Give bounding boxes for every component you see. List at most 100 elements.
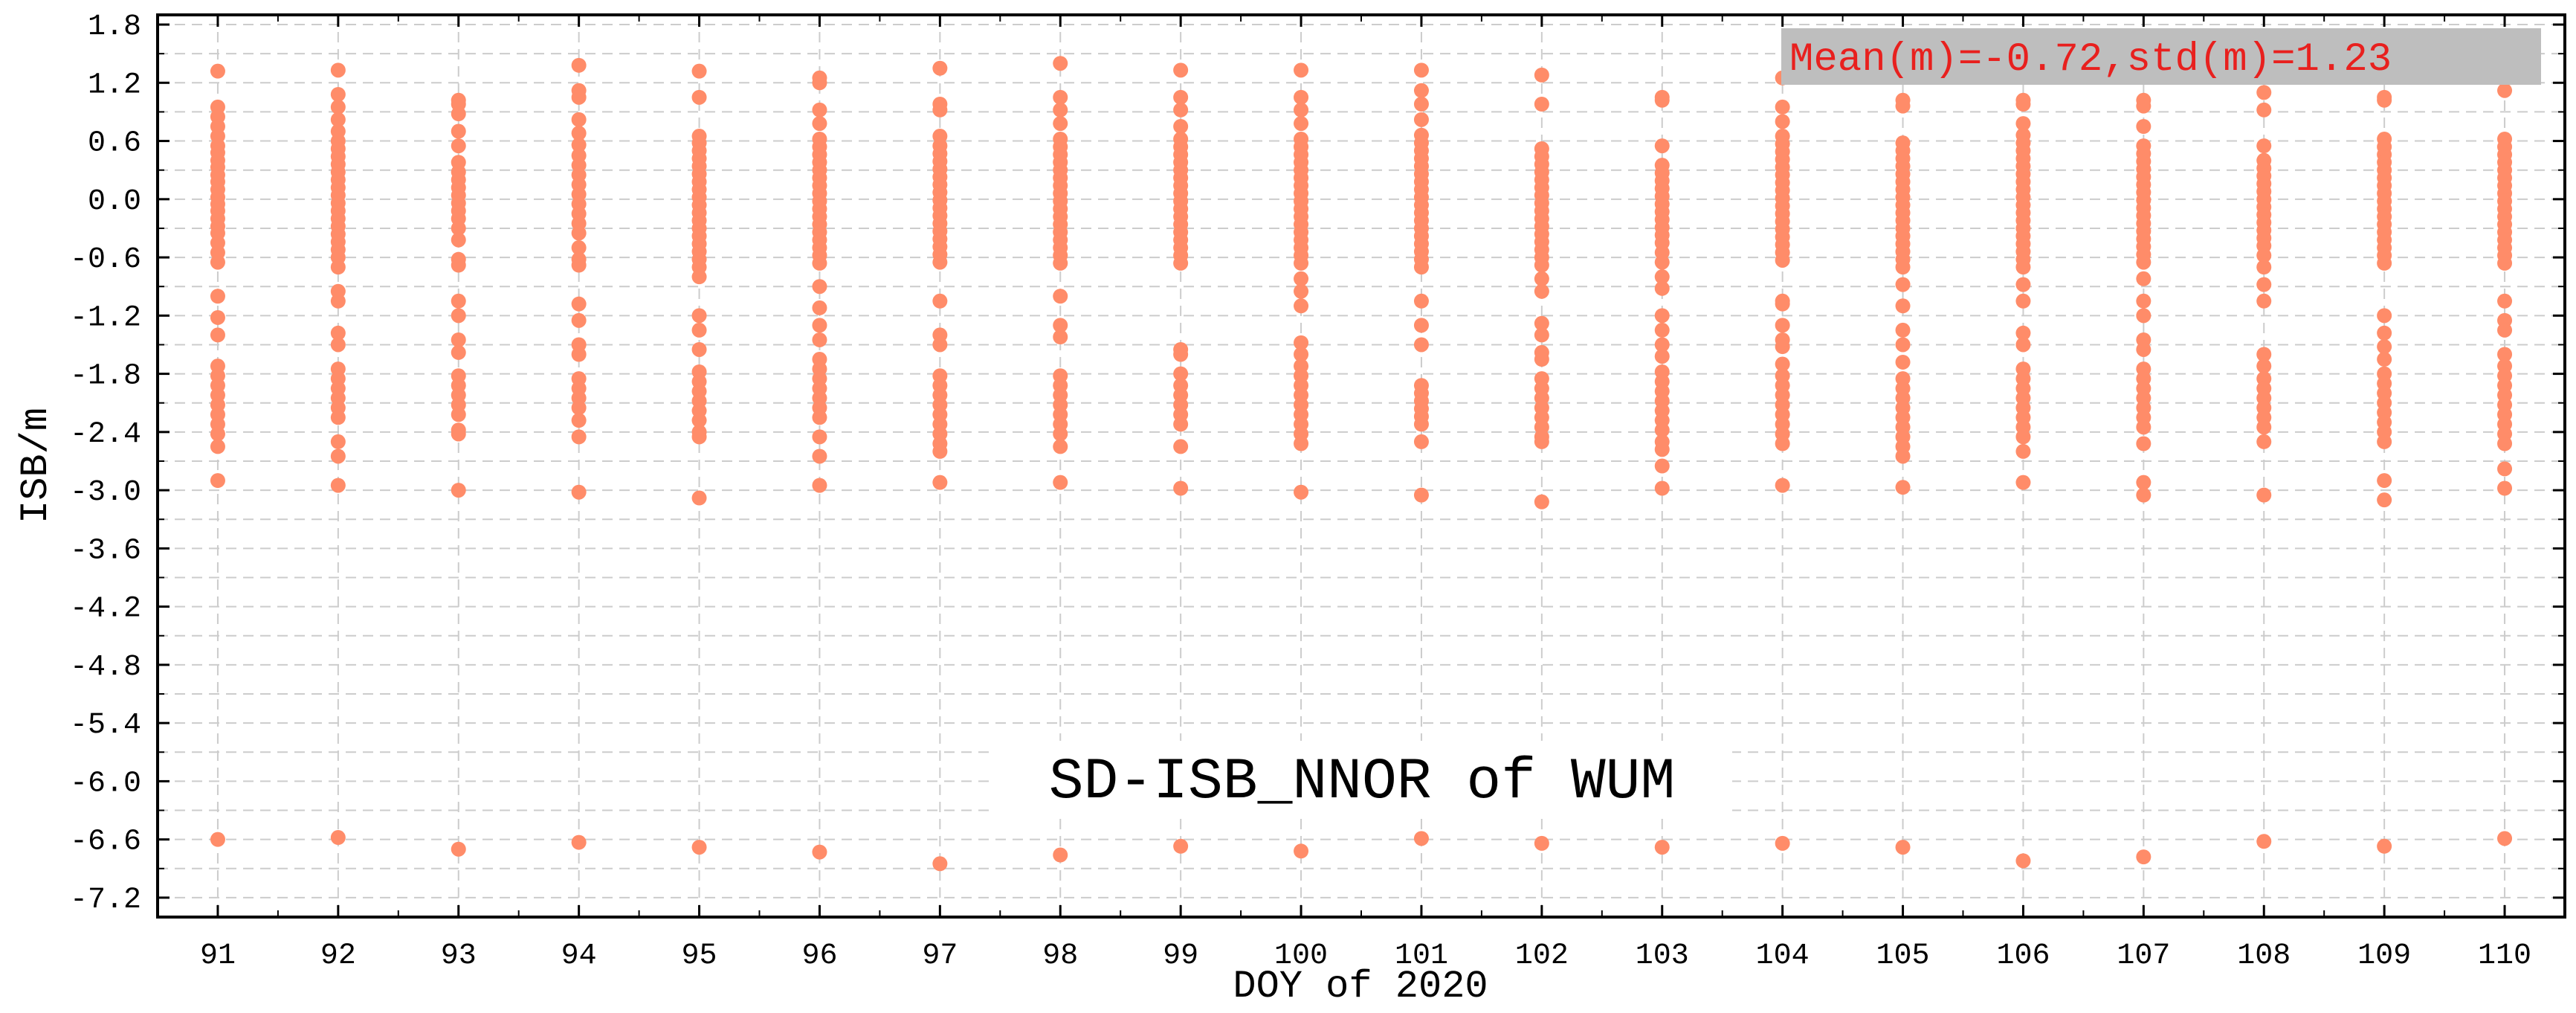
data-point [932, 60, 948, 76]
data-point [1775, 318, 1790, 333]
data-point [1173, 838, 1189, 854]
data-point [1413, 293, 1429, 309]
data-point [451, 407, 466, 422]
data-point [812, 332, 827, 347]
y-tick-label: 1.8 [88, 10, 141, 44]
data-point [1895, 480, 1911, 495]
data-point [812, 448, 827, 464]
x-tick-label: 96 [801, 939, 837, 973]
data-point [2015, 260, 2031, 275]
data-point [691, 490, 707, 506]
data-point [2377, 352, 2392, 367]
data-point [2256, 248, 2272, 263]
x-tick-label: 93 [441, 939, 477, 973]
data-point [1895, 337, 1911, 353]
data-point [571, 137, 587, 152]
data-point [2256, 277, 2272, 292]
y-axis-label: ISB/m [14, 408, 58, 524]
data-point [812, 300, 827, 315]
data-point [1413, 831, 1429, 846]
data-point [571, 296, 587, 312]
data-point [2377, 325, 2392, 341]
y-tick-label: -3.6 [70, 534, 141, 567]
data-point [451, 106, 466, 122]
y-tick-label: -6.0 [70, 767, 141, 800]
data-point [210, 63, 225, 79]
data-point [330, 830, 346, 846]
data-point [1173, 118, 1189, 134]
data-point [1173, 89, 1189, 105]
data-point [571, 834, 587, 850]
data-point [330, 410, 346, 425]
x-tick-label: 100 [1274, 939, 1328, 973]
data-point [1775, 477, 1790, 493]
data-point [1294, 484, 1309, 500]
data-point [1413, 112, 1429, 127]
data-point [2497, 293, 2513, 309]
x-tick-label: 109 [2357, 939, 2411, 973]
data-point [932, 856, 948, 872]
data-point [1534, 283, 1549, 299]
data-point [2256, 293, 2272, 309]
data-point [1534, 327, 1549, 343]
data-point [691, 413, 707, 428]
data-point [1654, 308, 1670, 324]
data-point [932, 475, 948, 490]
data-point [2377, 492, 2392, 508]
y-tick-label: 0.0 [88, 185, 141, 219]
data-point [210, 254, 225, 270]
data-point [1895, 98, 1911, 114]
data-point [2497, 347, 2513, 362]
data-point [1413, 62, 1429, 78]
data-point [2136, 849, 2151, 865]
x-tick-labels: 91 92 93 94 95 96 97 98 99 100 101 102 103 104 105 106 1… [200, 939, 2531, 973]
data-point [2256, 834, 2272, 849]
data-point [330, 99, 346, 115]
data-point [2256, 260, 2272, 275]
data-point [932, 293, 948, 309]
data-point [1173, 347, 1189, 362]
data-point [2015, 853, 2031, 869]
data-point [2136, 254, 2151, 270]
data-point [571, 225, 587, 241]
y-tick-label: -0.6 [70, 243, 141, 277]
data-point [812, 844, 827, 860]
data-point [1534, 67, 1549, 83]
data-point [451, 483, 466, 498]
data-point [571, 400, 587, 416]
x-tick-label: 92 [320, 939, 356, 973]
data-point [1053, 116, 1068, 132]
data-point [451, 123, 466, 139]
data-point [451, 232, 466, 248]
data-point [691, 63, 707, 79]
data-point [571, 89, 587, 105]
data-point [812, 75, 827, 91]
data-point [2015, 475, 2031, 490]
data-point [1294, 283, 1309, 299]
y-tick-label: -1.8 [70, 360, 141, 393]
data-point [2136, 436, 2151, 451]
data-point [932, 102, 948, 118]
data-point [1053, 102, 1068, 118]
data-point [1895, 260, 1911, 275]
data-point [571, 413, 587, 428]
data-point [1775, 252, 1790, 268]
data-point [1053, 329, 1068, 345]
data-point [2256, 419, 2272, 435]
data-point [812, 102, 827, 118]
data-point [1654, 269, 1670, 285]
data-point [2497, 436, 2513, 451]
data-point [1173, 255, 1189, 271]
data-point [451, 308, 466, 324]
stats-box [1781, 28, 2541, 85]
data-point [210, 426, 225, 442]
data-point [571, 484, 587, 500]
data-point [571, 126, 587, 141]
data-point [1413, 417, 1429, 432]
data-point [1895, 448, 1911, 464]
data-point [1173, 417, 1189, 432]
x-tick-label: 97 [922, 939, 958, 973]
data-point [1534, 835, 1549, 851]
x-tick-label: 99 [1163, 939, 1198, 973]
data-point [1654, 442, 1670, 457]
